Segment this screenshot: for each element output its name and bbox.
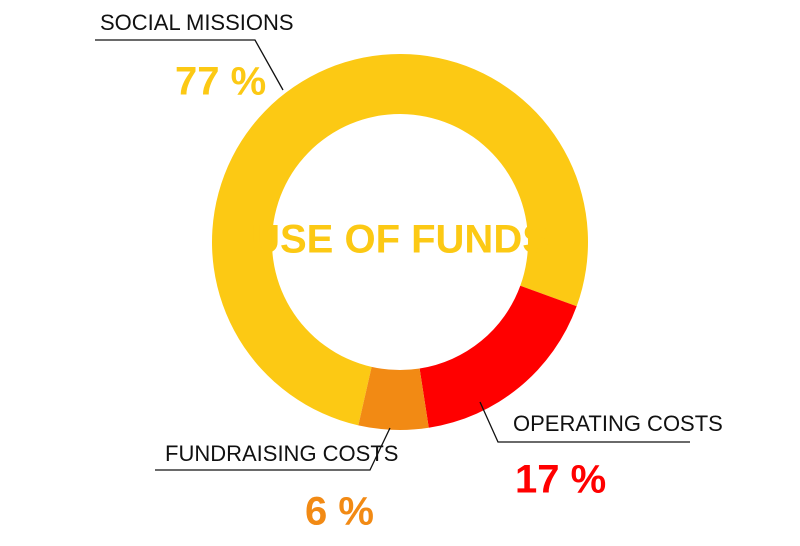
leader-line bbox=[155, 427, 391, 471]
value-label: 17 % bbox=[515, 458, 606, 502]
donut bbox=[211, 53, 588, 431]
donut-segment bbox=[419, 285, 577, 428]
category-label: OPERATING COSTS bbox=[513, 411, 723, 436]
value-label: 6 % bbox=[305, 490, 374, 534]
category-label: SOCIAL MISSIONS bbox=[100, 10, 294, 35]
leader-line bbox=[479, 401, 690, 443]
chart-title: USE OF FUNDS bbox=[251, 218, 549, 262]
value-label: 77 % bbox=[175, 60, 266, 104]
leader-line bbox=[95, 39, 284, 91]
donut-segment bbox=[358, 366, 429, 431]
donut-segment bbox=[211, 53, 588, 426]
category-label: FUNDRAISING COSTS bbox=[165, 441, 398, 466]
